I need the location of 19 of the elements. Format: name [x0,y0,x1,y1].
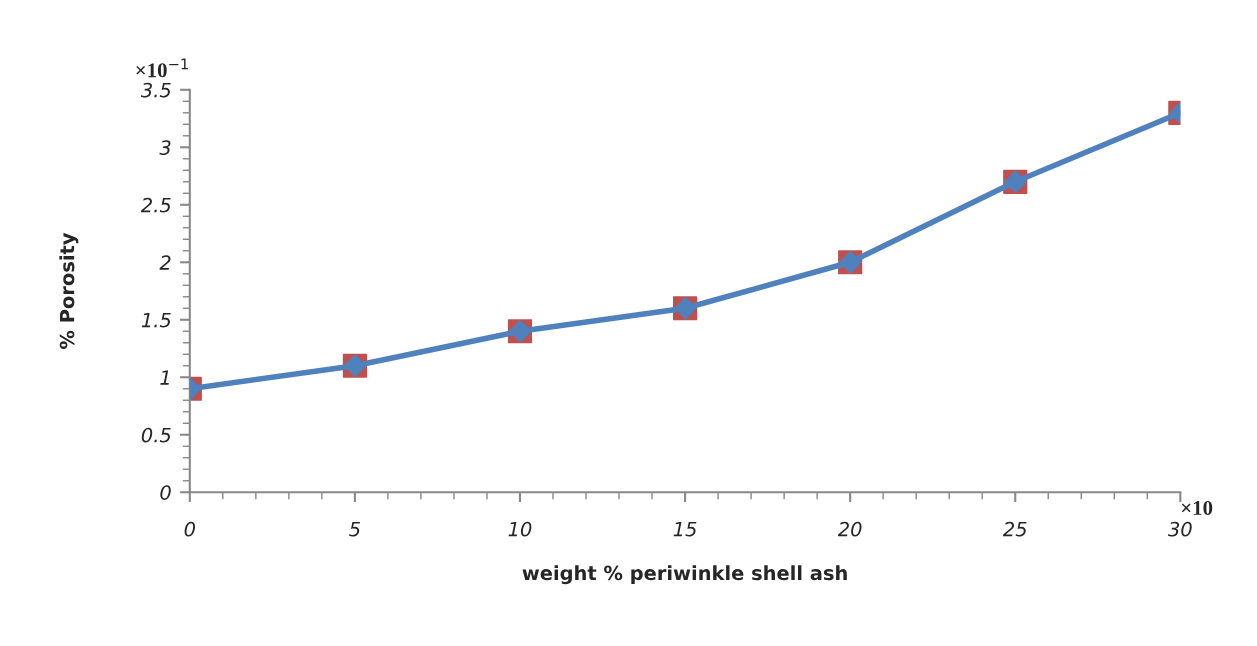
x-tick-label: 20 [837,521,862,537]
y-tick-label: 1 [160,370,169,385]
x-tick-label: 30 [1167,521,1192,537]
text: ×10 [1181,500,1213,515]
x-tick-label: 25 [1002,521,1027,537]
y-axis-title: % Porosity [59,232,79,349]
x-tick-label: 0 [184,521,196,537]
x-axis-title: weight % periwinkle shell ash [522,565,847,585]
y-tick-label: 2.5 [140,197,171,213]
y-tick-label: 1.5 [141,312,171,328]
y-tick-label: 3 [159,140,171,155]
y-tick-label: 0 [160,485,171,500]
x-tick-label: 15 [673,522,697,537]
y-tick-label: 0.5 [141,427,171,443]
x-tick-label: 10 [508,521,532,537]
x-tick-label: 5 [349,522,361,537]
y-tick-label: 3.5 [140,82,171,98]
y-tick-label: 2 [159,255,171,270]
text: ×10$^{−1}$ [136,58,188,78]
